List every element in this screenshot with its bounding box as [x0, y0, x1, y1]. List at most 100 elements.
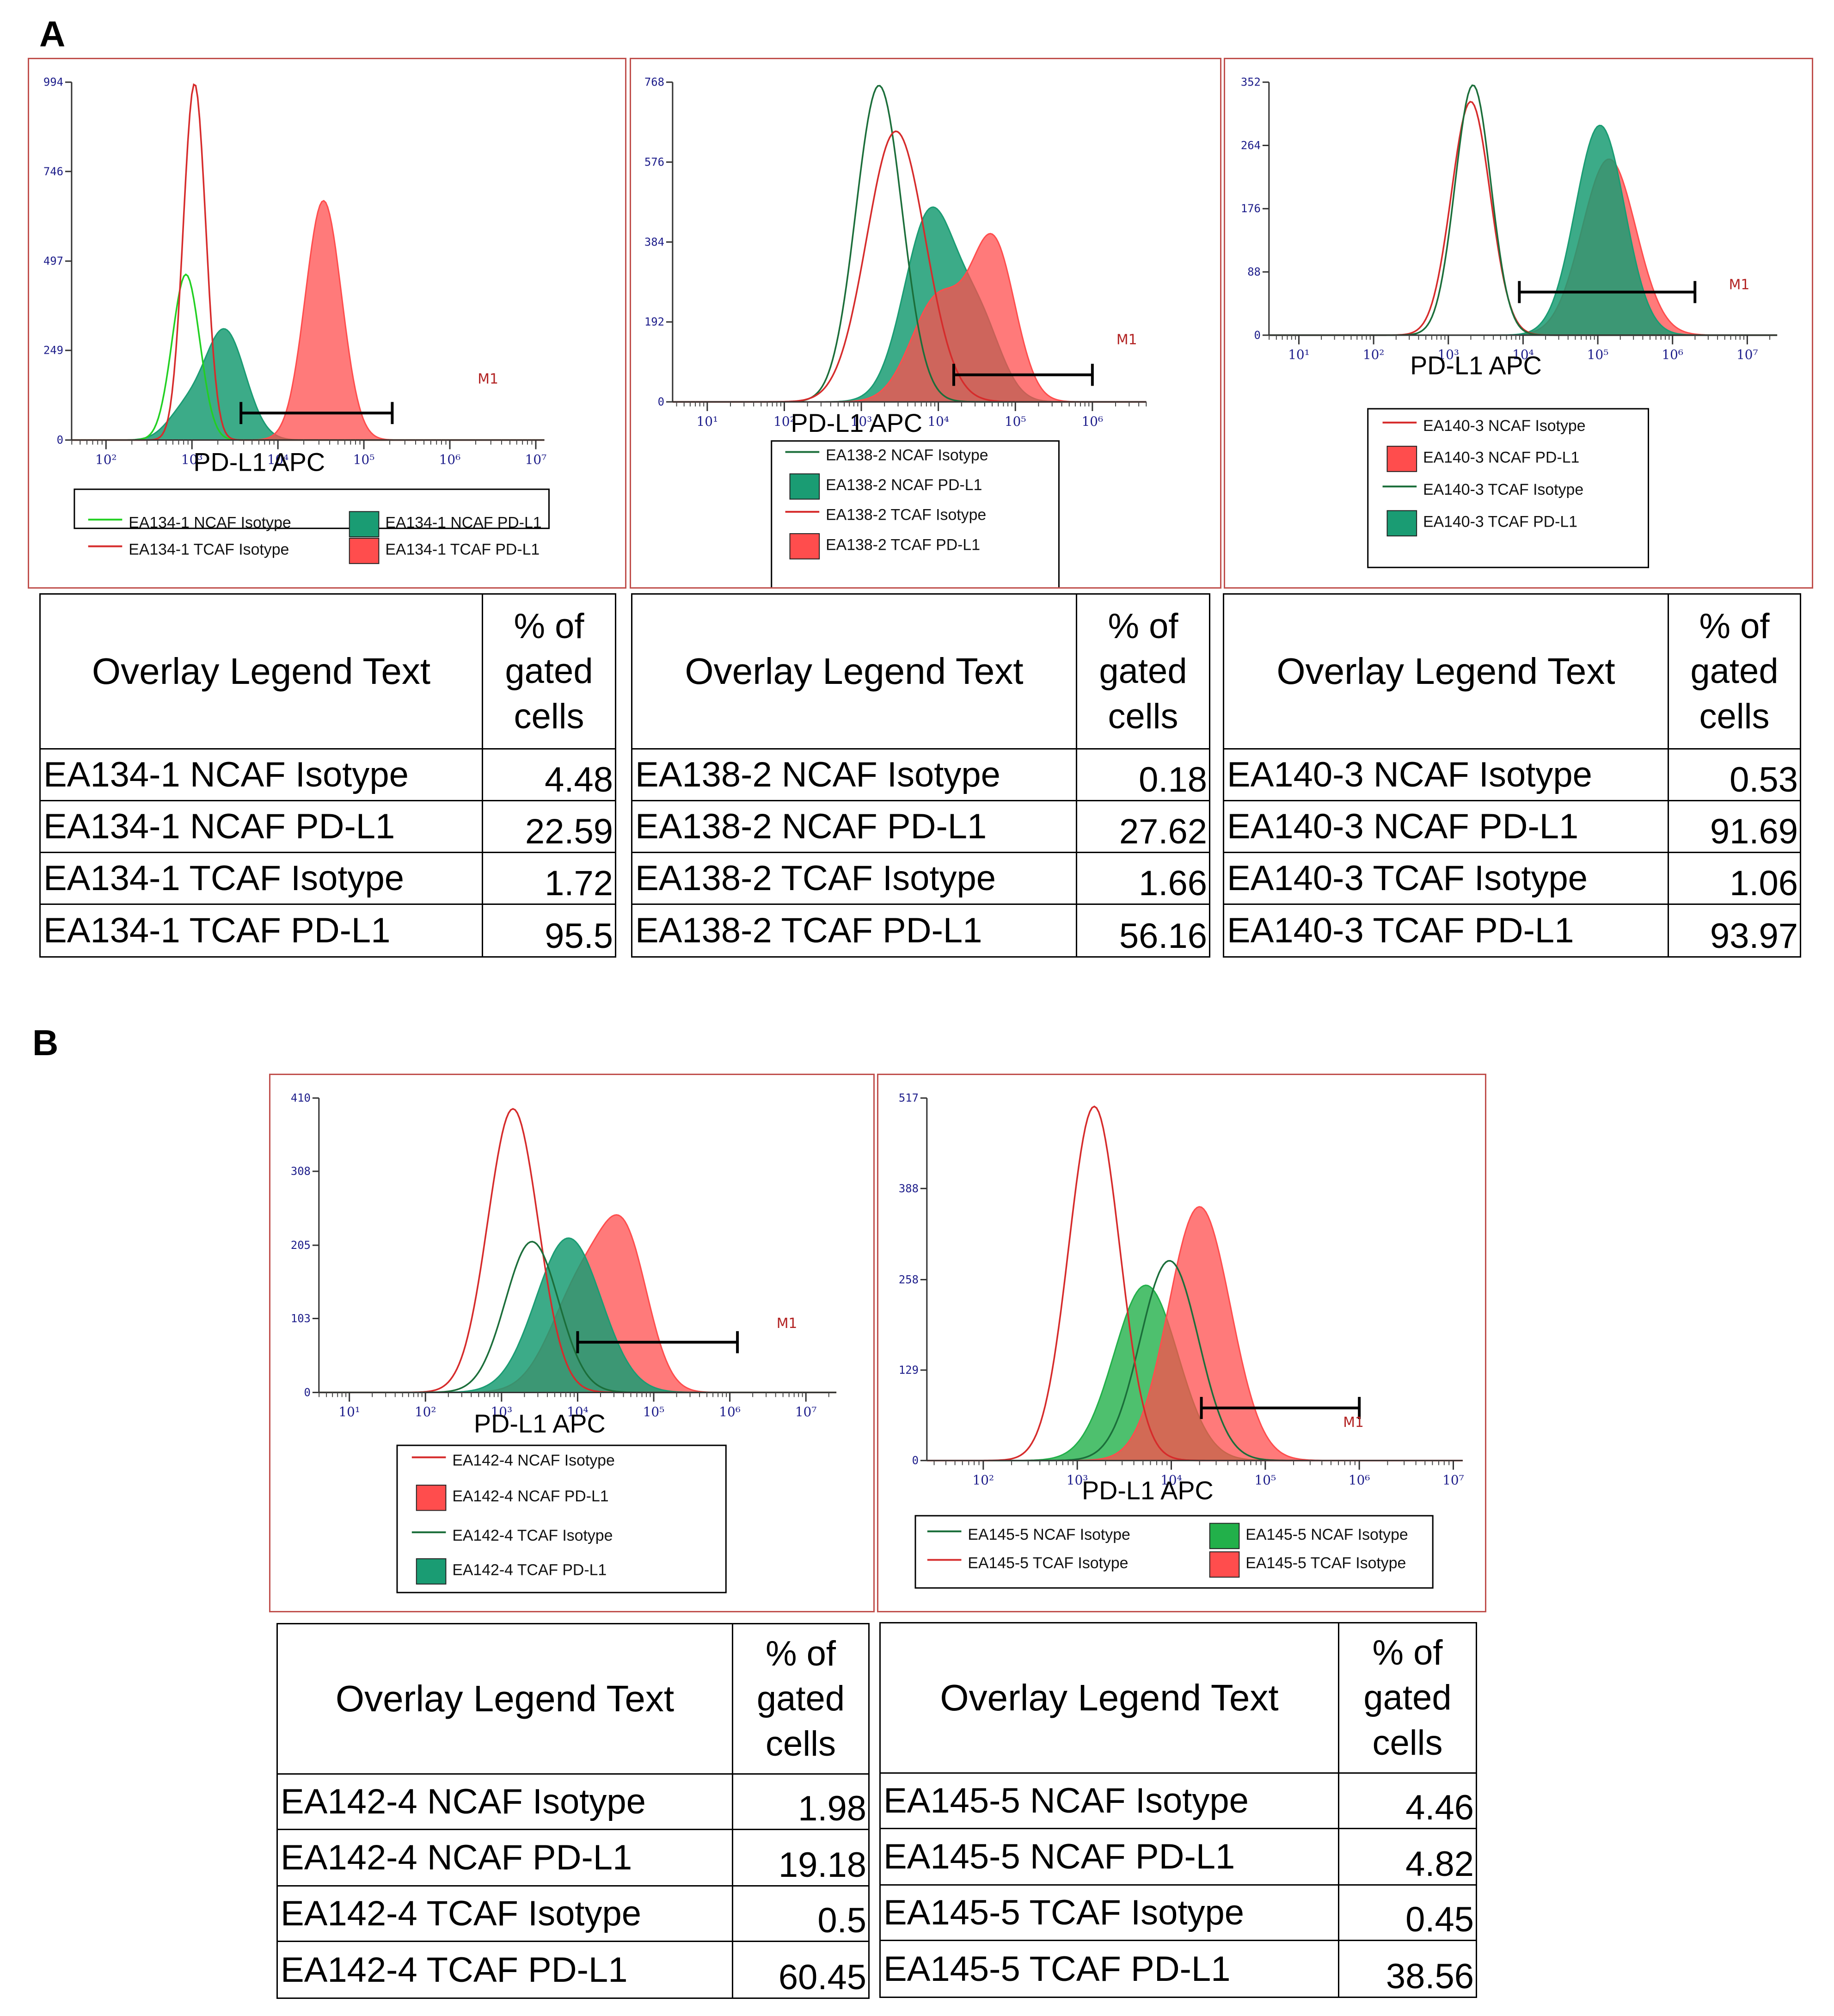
row-value: 60.45	[732, 1941, 870, 1999]
y-tick-label: 517	[899, 1092, 919, 1105]
table-row: EA138-2 TCAF PD-L1 56.16	[631, 904, 1210, 958]
row-label: EA140-3 NCAF PD-L1	[1223, 800, 1669, 853]
y-tick-label: 352	[1241, 76, 1261, 89]
legend-entry-label: EA145-5 TCAF Isotype	[968, 1554, 1128, 1572]
row-value: 1.66	[1076, 852, 1210, 905]
x-tick-label: 10⁷	[1736, 347, 1758, 363]
table-row: EA140-3 NCAF Isotype 0.53	[1223, 748, 1801, 801]
legend-entry-label: EA140-3 TCAF PD-L1	[1423, 513, 1577, 531]
gate-label: M1	[478, 371, 498, 387]
legend-entry-label: EA145-5 NCAF Isotype	[1245, 1526, 1408, 1543]
table-ea142: Overlay Legend Text % of gated cells EA142…	[276, 1623, 870, 1999]
legend-entry-label: EA145-5 TCAF Isotype	[1245, 1554, 1406, 1572]
y-tick-label: 768	[644, 76, 664, 89]
row-label: EA142-4 NCAF PD-L1	[276, 1829, 733, 1887]
legend-swatch-fill	[1209, 1551, 1240, 1578]
x-tick-label: 10²	[973, 1472, 994, 1487]
table-row: EA145-5 NCAF PD-L1 4.82	[879, 1828, 1477, 1886]
table-row: EA134-1 TCAF PD-L1 95.5	[39, 904, 616, 958]
histogram-fill-3	[319, 1237, 837, 1393]
legend-entry-label: EA145-5 NCAF Isotype	[968, 1526, 1130, 1543]
x-axis-title: PD-L1 APC	[193, 448, 325, 476]
x-tick-label: 10¹	[338, 1404, 360, 1420]
x-axis-title: PD-L1 APC	[474, 1409, 606, 1438]
table-row: EA142-4 TCAF Isotype 0.5	[276, 1885, 870, 1942]
table-row: EA134-1 NCAF Isotype 4.48	[39, 748, 616, 801]
panel-label-a: A	[39, 13, 66, 54]
legend-swatch-fill	[349, 511, 380, 538]
x-tick-label: 10⁶	[1349, 1472, 1370, 1487]
y-tick-label: 746	[43, 165, 63, 178]
histogram-fill-1	[1269, 158, 1778, 336]
y-tick-label: 0	[912, 1454, 919, 1467]
panel-label-b: B	[32, 1022, 59, 1063]
table-header-legend: Overlay Legend Text	[631, 593, 1077, 750]
row-value: 95.5	[482, 904, 616, 958]
legend-swatch-fill	[416, 1558, 447, 1585]
x-axis-title: PD-L1 APC	[1410, 351, 1542, 380]
histogram-line-2	[1269, 84, 1778, 336]
row-label: EA142-4 TCAF Isotype	[276, 1885, 733, 1942]
y-tick-label: 103	[291, 1312, 311, 1325]
row-label: EA138-2 TCAF Isotype	[631, 852, 1077, 905]
table-header-percent: % of gated cells	[732, 1623, 870, 1775]
x-tick-label: 10⁵	[1587, 347, 1609, 363]
y-tick-label: 192	[644, 315, 664, 328]
table-ea134: Overlay Legend Text % of gated cells EA134…	[39, 593, 616, 958]
row-label: EA134-1 NCAF Isotype	[39, 748, 483, 801]
histogram-fill-3	[71, 200, 545, 441]
legend-entry-label: EA134-1 TCAF Isotype	[129, 541, 289, 558]
row-value: 1.98	[732, 1773, 870, 1830]
row-value: 4.82	[1338, 1828, 1477, 1886]
table-header-legend: Overlay Legend Text	[879, 1622, 1339, 1774]
row-label: EA138-2 NCAF PD-L1	[631, 800, 1077, 853]
legend-box	[914, 1515, 1434, 1589]
legend-entry-label: EA138-2 TCAF PD-L1	[826, 536, 980, 553]
table-ea145: Overlay Legend Text % of gated cells EA145…	[879, 1622, 1477, 1998]
y-tick-label: 0	[304, 1386, 311, 1399]
x-tick-label: 10²	[773, 414, 795, 429]
legend-box	[74, 488, 550, 529]
table-row: EA142-4 NCAF Isotype 1.98	[276, 1773, 870, 1830]
legend-swatch-fill	[416, 1484, 447, 1511]
histogram-ea145-svg: 0 129 258 388 517 10² 10³ 10⁴ 10⁵ 10⁶ 10⁷ PD-L1 APC…	[899, 1092, 1464, 1589]
row-value: 27.62	[1076, 800, 1210, 853]
legend-swatch-fill	[349, 538, 380, 564]
y-tick-label: 308	[291, 1165, 311, 1178]
x-tick-label: 10⁴	[267, 452, 289, 467]
table-header-percent: % of gated cells	[1338, 1622, 1477, 1774]
x-axis-title: PD-L1 APC	[1082, 1476, 1214, 1505]
y-tick-label: 384	[644, 235, 664, 248]
y-tick-label: 258	[899, 1273, 919, 1286]
table-row: EA138-2 TCAF Isotype 1.66	[631, 852, 1210, 905]
histogram-fill-3	[1269, 124, 1778, 336]
x-tick-label: 10¹	[1288, 347, 1310, 363]
legend-entry-label: EA142-4 NCAF Isotype	[452, 1452, 614, 1469]
row-label: EA145-5 NCAF Isotype	[879, 1772, 1339, 1829]
y-tick-label: 0	[57, 434, 63, 447]
y-tick-label: 994	[43, 76, 63, 89]
y-tick-label: 410	[291, 1092, 311, 1105]
table-row: EA138-2 NCAF PD-L1 27.62	[631, 800, 1210, 853]
legend-swatch-fill	[1386, 510, 1417, 537]
table-header-percent: % of gated cells	[482, 593, 616, 750]
legend-swatch-fill	[789, 533, 820, 559]
x-tick-label: 10²	[415, 1404, 436, 1420]
x-tick-label: 10⁴	[1512, 347, 1534, 363]
table-header-percent: % of gated cells	[1668, 593, 1801, 750]
y-tick-label: 249	[43, 344, 63, 357]
legend-entry-label: EA134-1 NCAF PD-L1	[385, 514, 541, 532]
row-label: EA134-1 TCAF Isotype	[39, 852, 483, 905]
row-label: EA138-2 TCAF PD-L1	[631, 904, 1077, 958]
histogram-ea145: 0 129 258 388 517 10² 10³ 10⁴ 10⁵ 10⁶ 10⁷ PD-L1 APC…	[877, 1074, 1486, 1612]
x-tick-label: 10²	[95, 452, 117, 467]
row-value: 56.16	[1076, 904, 1210, 958]
table-header-legend: Overlay Legend Text	[1223, 593, 1669, 750]
row-value: 1.72	[482, 852, 616, 905]
table-row: EA138-2 NCAF Isotype 0.18	[631, 748, 1210, 801]
histogram-ea142: 0 103 205 308 410 10¹ 10² 10³ 10⁴ 10⁵ 10⁶ 10⁷ PD-L1 …	[269, 1074, 875, 1612]
legend-swatch-fill	[1209, 1523, 1240, 1549]
x-tick-label: 10⁵	[1255, 1472, 1276, 1487]
legend-entry-label: EA142-4 NCAF PD-L1	[452, 1487, 608, 1505]
legend-entry-label: EA138-2 NCAF PD-L1	[826, 476, 982, 494]
